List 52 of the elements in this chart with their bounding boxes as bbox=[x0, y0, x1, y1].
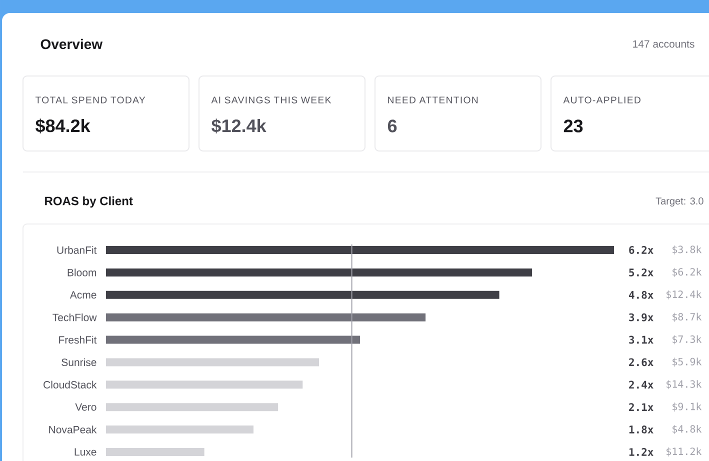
text: 23 bbox=[564, 120, 583, 132]
bar bbox=[106, 426, 254, 434]
text: $12.4k bbox=[666, 290, 702, 300]
text: 147 accounts bbox=[633, 40, 694, 48]
data-label: 5.2x bbox=[629, 268, 654, 276]
text: NEED ATTENTION bbox=[388, 96, 478, 104]
y-tick-label: NovaPeak bbox=[49, 426, 97, 434]
y-tick-label: Acme bbox=[70, 291, 96, 299]
data-label: 3.1x bbox=[629, 336, 654, 344]
bar bbox=[106, 313, 426, 322]
data-label: 3.9x bbox=[629, 313, 654, 322]
text: $11.2k bbox=[666, 447, 702, 456]
data-label: 1.8x bbox=[629, 426, 654, 434]
y-tick-label: Luxe bbox=[74, 448, 96, 456]
data-label: 2.1x bbox=[629, 403, 654, 411]
bar bbox=[106, 336, 360, 344]
chart-title: ROAS by Client bbox=[45, 196, 133, 208]
text: $12.4k bbox=[212, 118, 266, 134]
text: $84.2k bbox=[36, 118, 90, 134]
text: Target: 3.0 bbox=[656, 197, 704, 207]
text: TOTAL SPEND TODAY bbox=[35, 96, 146, 104]
bar bbox=[106, 380, 303, 389]
y-tick-label: Bloom bbox=[68, 268, 96, 276]
text: AI SAVINGS THIS WEEK bbox=[211, 96, 332, 104]
data-label: 4.8x bbox=[628, 290, 654, 299]
bar bbox=[106, 246, 614, 254]
bar bbox=[106, 448, 204, 456]
y-tick-label: FreshFit bbox=[59, 336, 97, 344]
text: $6.2k bbox=[672, 268, 702, 277]
text: $7.3k bbox=[672, 335, 702, 344]
text: 6 bbox=[388, 120, 397, 132]
text: $5.9k bbox=[672, 358, 702, 367]
text: $9.1k bbox=[672, 402, 702, 412]
text: $4.8k bbox=[672, 424, 702, 434]
y-tick-label: TechFlow bbox=[52, 313, 97, 322]
text: AUTO-APPLIED bbox=[563, 96, 640, 104]
data-label: 2.6x bbox=[629, 358, 654, 366]
text: Overview bbox=[40, 38, 103, 50]
text: $14.3k bbox=[666, 380, 702, 390]
data-label: 6.2x bbox=[629, 246, 654, 254]
bar bbox=[106, 290, 500, 299]
y-tick-label: Vero bbox=[75, 403, 96, 411]
data-label: 1.2x bbox=[629, 448, 654, 456]
bar bbox=[106, 403, 278, 412]
y-tick-label: Sunrise bbox=[62, 358, 96, 366]
y-tick-label: UrbanFit bbox=[57, 246, 97, 254]
bar bbox=[106, 358, 320, 366]
text: $3.8k bbox=[672, 245, 702, 255]
y-tick-label: CloudStack bbox=[44, 380, 97, 388]
data-label: 2.4x bbox=[629, 380, 654, 389]
bar bbox=[106, 268, 532, 276]
text: $8.7k bbox=[672, 312, 702, 322]
